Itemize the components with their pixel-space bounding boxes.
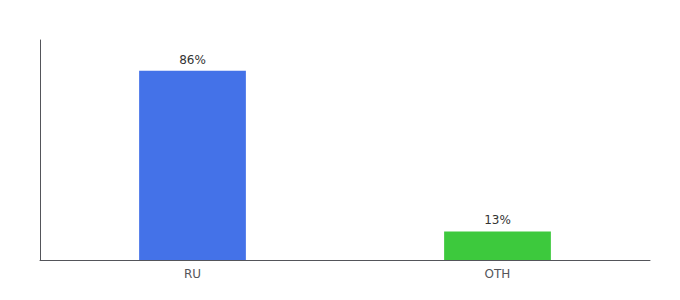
svg-text:13%: 13% bbox=[484, 213, 511, 227]
svg-text:OTH: OTH bbox=[485, 267, 511, 281]
svg-text:RU: RU bbox=[184, 267, 201, 281]
svg-text:86%: 86% bbox=[179, 53, 206, 67]
